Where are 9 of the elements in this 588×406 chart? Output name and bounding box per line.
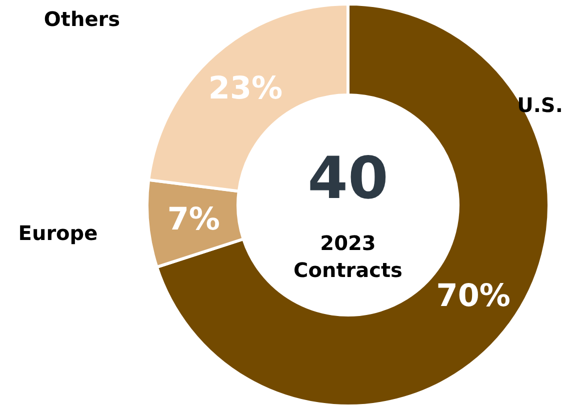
data-label: 70% <box>436 278 510 314</box>
data-label: 7% <box>167 202 220 238</box>
slice-label: U.S. <box>517 93 563 117</box>
data-label: 23% <box>208 70 283 107</box>
text: Contracts <box>294 258 402 282</box>
slice-label: Europe <box>18 221 98 245</box>
text: 40 <box>308 144 388 212</box>
slice-label: Others <box>44 7 120 31</box>
text: 2023 <box>320 231 376 255</box>
